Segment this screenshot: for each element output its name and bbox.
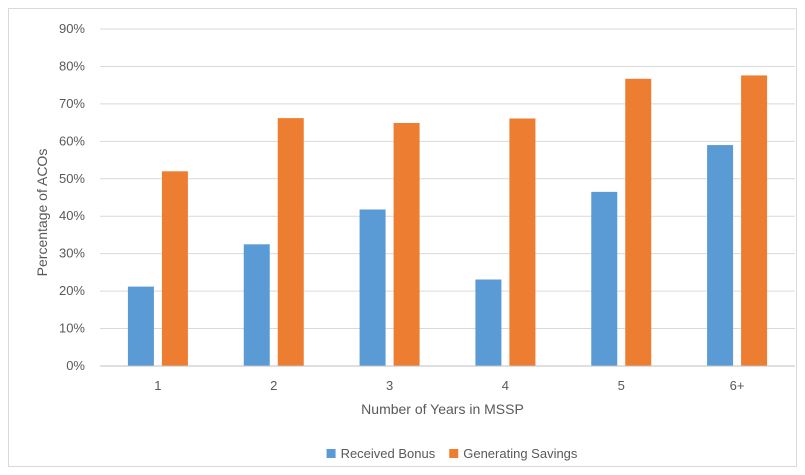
bar-generating-savings xyxy=(509,118,536,367)
y-tick-label: 30% xyxy=(59,246,85,261)
legend-label: Received Bonus xyxy=(341,446,436,461)
bar-received-bonus xyxy=(475,279,502,366)
bar-received-bonus xyxy=(359,209,386,366)
x-tick-label: 6+ xyxy=(730,378,745,393)
x-tick-label: 3 xyxy=(386,378,393,393)
bars xyxy=(127,75,768,367)
y-tick-label: 70% xyxy=(59,96,85,111)
gridlines xyxy=(100,28,795,330)
x-tick-label: 1 xyxy=(154,378,161,393)
bar-received-bonus xyxy=(591,191,618,366)
y-tick-label: 20% xyxy=(59,283,85,298)
y-tick-label: 90% xyxy=(59,21,85,36)
y-axis-title: Percentage of ACOs xyxy=(34,149,50,277)
legend-swatch xyxy=(449,449,459,458)
y-axis-ticks: 0% 10% 20% 30% 40% 50% 60% 70% 80% 90% xyxy=(59,21,85,373)
x-tick-label: 5 xyxy=(618,378,625,393)
bar-received-bonus xyxy=(707,145,734,366)
x-tick-label: 2 xyxy=(270,378,277,393)
bar-generating-savings xyxy=(161,171,188,366)
y-tick-label: 60% xyxy=(59,133,85,148)
y-tick-label: 0% xyxy=(66,358,85,373)
legend-label: Generating Savings xyxy=(463,446,578,461)
bar-received-bonus xyxy=(243,244,270,366)
bar-generating-savings xyxy=(741,75,768,366)
bar-generating-savings xyxy=(277,118,304,367)
bar-generating-savings xyxy=(625,78,652,366)
bar-received-bonus xyxy=(127,286,154,366)
y-tick-label: 40% xyxy=(59,208,85,223)
x-axis-title: Number of Years in MSSP xyxy=(361,401,524,417)
y-tick-label: 10% xyxy=(59,321,85,336)
y-tick-label: 50% xyxy=(59,171,85,186)
x-tick-label: 4 xyxy=(502,378,509,393)
x-axis-ticks: 1 2 3 4 5 6+ xyxy=(154,378,744,393)
legend-swatch xyxy=(326,449,336,458)
bar-generating-savings xyxy=(393,122,420,366)
y-tick-label: 80% xyxy=(59,58,85,73)
legend: Received Bonus Generating Savings xyxy=(326,446,578,461)
